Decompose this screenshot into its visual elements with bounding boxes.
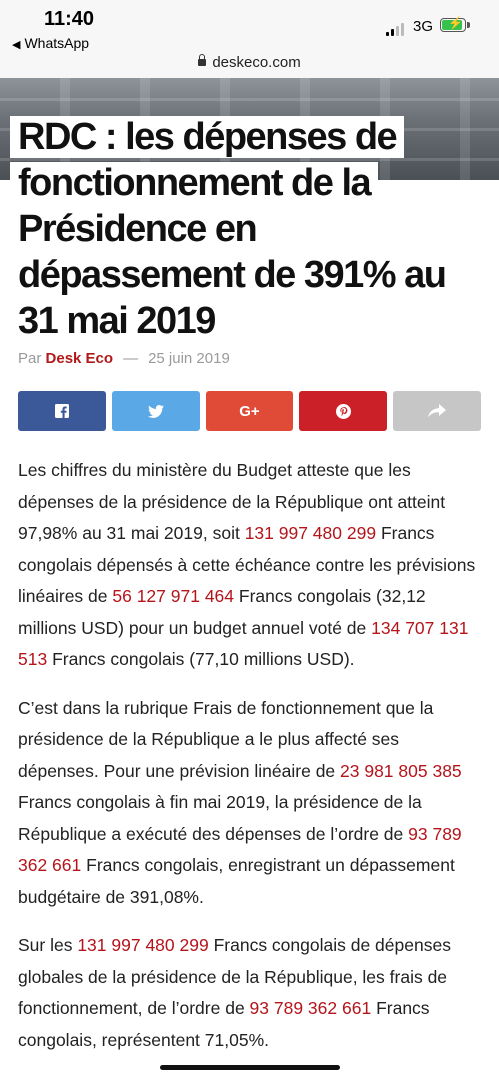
back-app-label: WhatsApp — [24, 35, 90, 51]
google-plus-share-button[interactable]: G+ — [205, 391, 294, 431]
article-paragraph-1: Les chiffres du ministère du Budget atte… — [18, 455, 484, 676]
amount-link[interactable]: 131 997 480 299 — [244, 523, 377, 543]
paragraph-text: Francs congolais, représentent 71,05%. — [18, 998, 430, 1050]
twitter-icon — [147, 404, 164, 418]
pinterest-share-button[interactable] — [299, 391, 388, 431]
amount-link[interactable]: 23 981 805 385 — [340, 760, 462, 781]
back-arrow-icon: ◀ — [12, 39, 21, 51]
paragraph-text: Francs congolais (32,12 millions USD) po… — [18, 586, 426, 638]
url-domain: deskeco.com — [212, 54, 301, 71]
status-bar: 11:40 ◀ WhatsApp 3G ⚡ — [0, 0, 499, 54]
share-buttons: G+ — [18, 391, 481, 431]
lock-icon — [198, 53, 207, 66]
charging-bolt-icon: ⚡ — [448, 16, 463, 30]
article-title-text: RDC : les dépenses de fonctionnement de … — [10, 116, 454, 342]
byline: Par Desk Eco — 25 juin 2019 — [18, 350, 230, 367]
amount-link[interactable]: 93 789 362 661 — [249, 998, 372, 1018]
amount-link[interactable]: 56 127 971 464 — [112, 586, 235, 606]
network-type: 3G — [413, 18, 434, 35]
article-body: Les chiffres du ministère du Budget atte… — [18, 455, 484, 1073]
twitter-share-button[interactable] — [111, 391, 200, 431]
share-arrow-icon — [428, 404, 447, 418]
google-plus-icon: G+ — [239, 402, 260, 420]
publish-date: 25 juin 2019 — [148, 350, 230, 367]
paragraph-text: Francs congolais (77,10 millions USD). — [47, 649, 355, 669]
share-more-button[interactable] — [393, 391, 481, 431]
home-indicator[interactable] — [160, 1065, 340, 1070]
facebook-icon — [54, 404, 69, 418]
author-link[interactable]: Desk Eco — [45, 350, 114, 367]
signal-strength-icon — [386, 22, 408, 36]
paragraph-text: Francs congolais, enregistrant un dépass… — [18, 855, 455, 907]
byline-separator: — — [123, 350, 139, 367]
paragraph-text: Francs congolais à fin mai 2019, la prés… — [18, 792, 422, 844]
address-bar[interactable]: deskeco.com — [0, 53, 499, 78]
article-title: RDC : les dépenses de fonctionnement de … — [10, 114, 490, 344]
amount-link[interactable]: 93 789 362 661 — [18, 823, 462, 876]
paragraph-text: Sur les — [18, 935, 78, 955]
paragraph-text: Francs congolais dépensés à cette échéan… — [18, 523, 476, 606]
facebook-share-button[interactable] — [18, 391, 106, 431]
article-paragraph-3: Sur les 131 997 480 299 Francs congolais… — [18, 930, 484, 1056]
paragraph-text: Francs congolais de dépenses globales de… — [18, 935, 451, 1018]
back-to-app-link[interactable]: ◀ WhatsApp — [12, 35, 89, 51]
article-paragraph-2: C’est dans la rubrique Frais de fonction… — [18, 693, 484, 914]
byline-prefix: Par — [18, 350, 42, 367]
battery-icon: ⚡ — [440, 16, 466, 32]
paragraph-text: C’est dans la rubrique Frais de fonction… — [18, 697, 434, 781]
status-time: 11:40 — [44, 8, 95, 30]
amount-link[interactable]: 131 997 480 299 — [77, 935, 209, 955]
amount-link[interactable]: 134 707 131 513 — [18, 617, 469, 670]
paragraph-text: Les chiffres du ministère du Budget atte… — [18, 460, 446, 543]
pinterest-icon — [335, 403, 351, 419]
